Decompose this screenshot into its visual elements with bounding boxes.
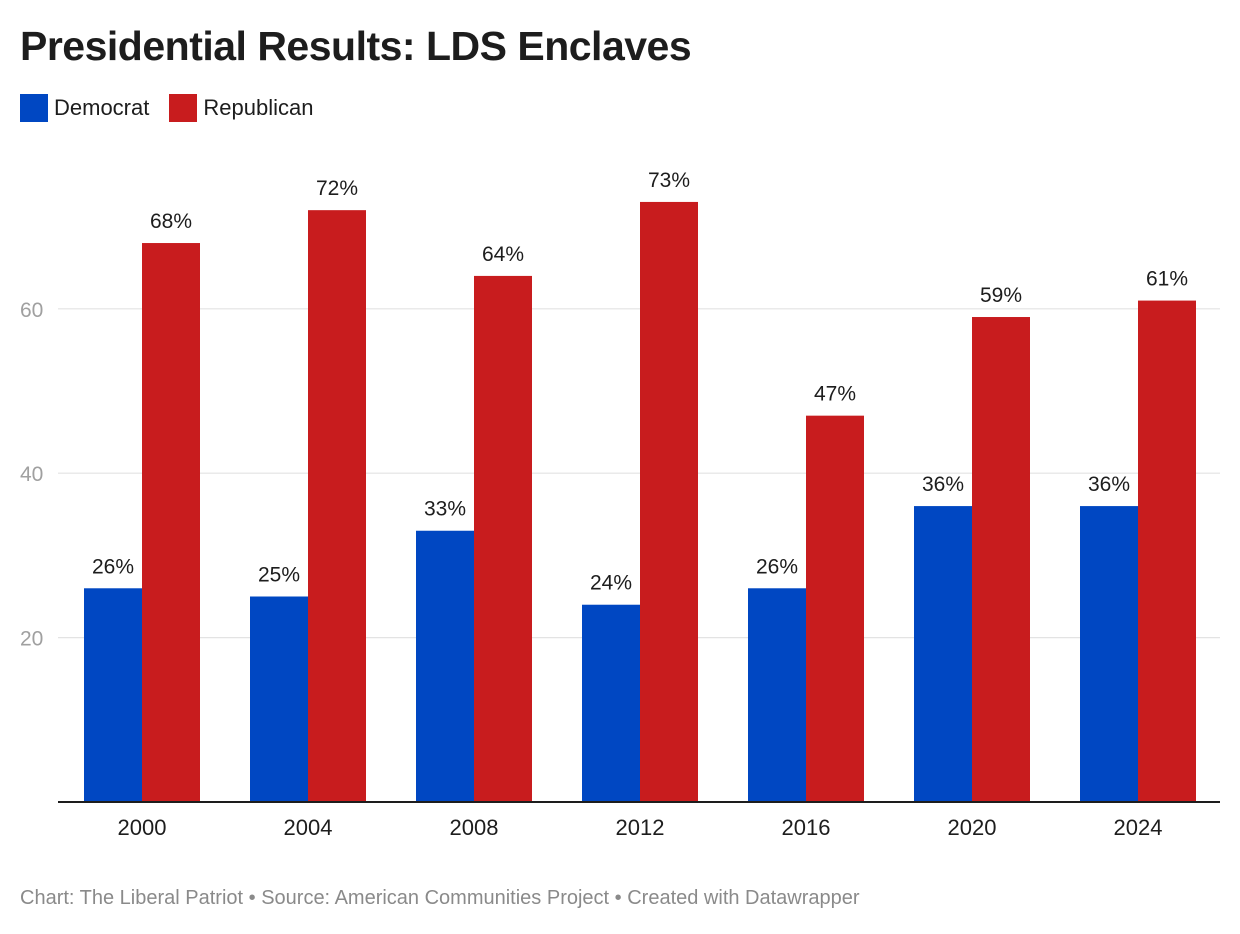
republican-value-label: 59%	[980, 284, 1022, 307]
republican-bar	[474, 275, 532, 802]
x-tick-label: 2012	[616, 815, 665, 840]
democrat-value-label: 33%	[424, 498, 466, 521]
y-tick-label: 20	[20, 628, 43, 651]
democrat-value-label: 26%	[756, 555, 798, 578]
republican-value-label: 47%	[814, 383, 856, 406]
republican-value-label: 68%	[150, 210, 192, 233]
x-tick-label: 2020	[948, 815, 997, 840]
chart-title: Presidential Results: LDS Enclaves	[20, 23, 692, 69]
x-tick-label: 2008	[450, 815, 499, 840]
democrat-swatch	[20, 94, 48, 122]
x-tick-label: 2000	[118, 815, 167, 840]
democrat-bar	[416, 530, 474, 802]
democrat-value-label: 26%	[92, 555, 134, 578]
republican-bar	[308, 210, 366, 802]
democrat-bar	[84, 588, 142, 802]
democrat-bar	[582, 604, 640, 802]
republican-bar	[640, 201, 698, 802]
republican-bar	[142, 243, 200, 803]
democrat-bar	[1080, 506, 1138, 802]
republican-value-label: 64%	[482, 243, 524, 266]
democrat-bar	[914, 506, 972, 802]
legend: Democrat Republican	[20, 94, 333, 122]
legend-item-republican: Republican	[169, 94, 313, 122]
chart-footer: Chart: The Liberal Patriot • Source: Ame…	[20, 887, 860, 909]
democrat-bar	[748, 588, 806, 802]
republican-value-label: 72%	[316, 177, 358, 200]
republican-bar	[1138, 300, 1196, 802]
legend-label-republican: Republican	[203, 95, 314, 120]
y-tick-label: 40	[20, 463, 43, 486]
x-tick-label: 2016	[782, 815, 831, 840]
democrat-value-label: 36%	[1088, 473, 1130, 496]
democrat-value-label: 36%	[922, 473, 964, 496]
legend-item-democrat: Democrat	[20, 94, 149, 122]
y-tick-label: 60	[20, 299, 43, 322]
republican-value-label: 73%	[648, 169, 690, 192]
legend-label-democrat: Democrat	[54, 95, 150, 120]
democrat-value-label: 25%	[258, 564, 300, 587]
x-tick-label: 2024	[1114, 815, 1163, 840]
republican-swatch	[169, 94, 198, 122]
democrat-value-label: 24%	[590, 572, 632, 595]
x-tick-label: 2004	[284, 815, 333, 840]
republican-bar	[806, 415, 864, 802]
republican-value-label: 61%	[1146, 268, 1188, 291]
democrat-bar	[250, 596, 308, 802]
republican-bar	[972, 317, 1030, 802]
